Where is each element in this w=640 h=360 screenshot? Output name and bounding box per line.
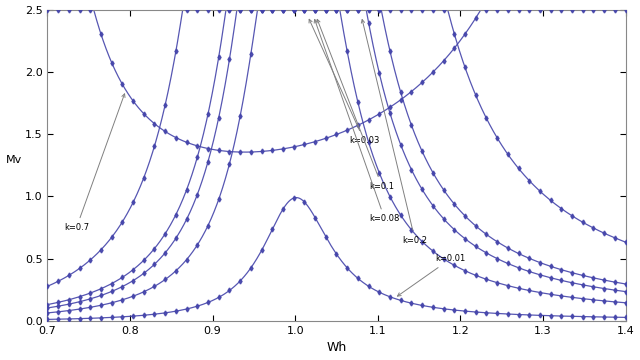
X-axis label: Wh: Wh [326, 341, 347, 355]
Text: k=0.08: k=0.08 [314, 19, 400, 223]
Text: k=0.7: k=0.7 [64, 94, 125, 232]
Y-axis label: Mv: Mv [6, 155, 22, 165]
Text: k=0.01: k=0.01 [397, 254, 466, 296]
Text: k=0.03: k=0.03 [309, 19, 380, 145]
Text: k=0.1: k=0.1 [317, 19, 394, 191]
Text: k=0.2: k=0.2 [362, 19, 428, 244]
